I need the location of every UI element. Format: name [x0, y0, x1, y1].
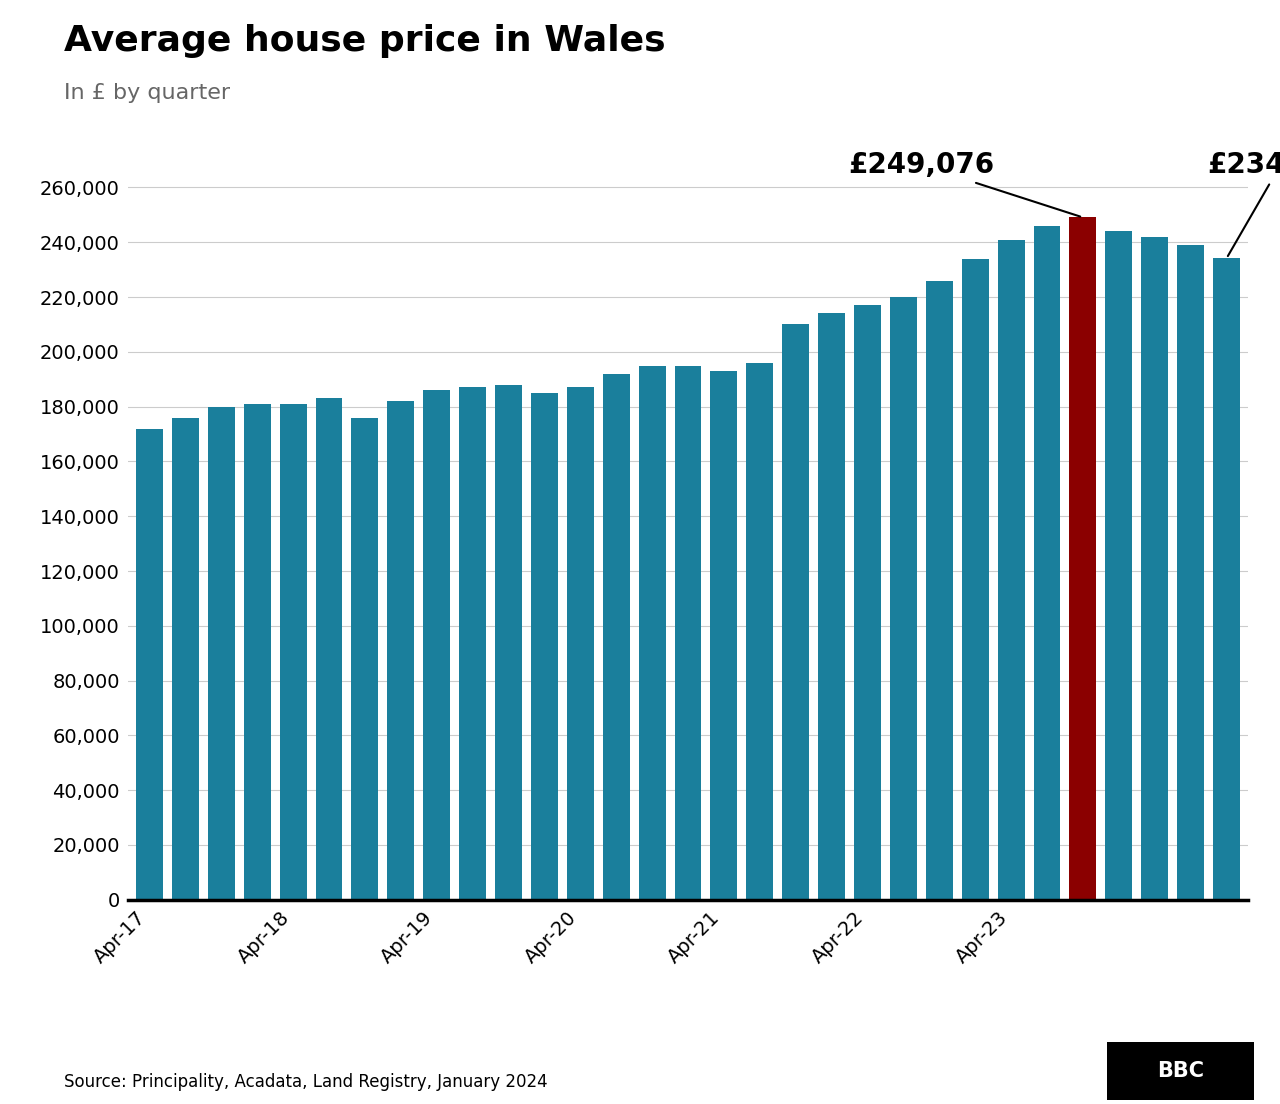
- Bar: [710, 371, 737, 900]
- Bar: [746, 363, 773, 900]
- Bar: [460, 388, 486, 900]
- Bar: [207, 406, 234, 900]
- Bar: [316, 399, 343, 900]
- Text: BBC: BBC: [1157, 1061, 1204, 1081]
- Bar: [531, 393, 558, 900]
- Bar: [925, 280, 952, 900]
- Bar: [172, 417, 198, 900]
- Bar: [1033, 226, 1060, 900]
- Text: £249,076: £249,076: [849, 151, 1080, 216]
- Bar: [1142, 236, 1169, 900]
- Bar: [890, 297, 916, 900]
- Bar: [1106, 232, 1133, 900]
- Bar: [675, 365, 701, 900]
- Bar: [1213, 258, 1240, 900]
- Text: Source: Principality, Acadata, Land Registry, January 2024: Source: Principality, Acadata, Land Regi…: [64, 1073, 548, 1091]
- Bar: [567, 388, 594, 900]
- Bar: [136, 428, 163, 900]
- Bar: [782, 325, 809, 900]
- Bar: [1178, 245, 1204, 900]
- Text: £234,086: £234,086: [1207, 151, 1280, 256]
- Bar: [424, 390, 451, 900]
- Bar: [961, 258, 988, 900]
- Bar: [603, 374, 630, 900]
- Bar: [818, 314, 845, 900]
- Bar: [352, 417, 379, 900]
- Bar: [388, 401, 415, 900]
- Bar: [1069, 217, 1097, 900]
- Bar: [997, 240, 1024, 900]
- Text: In £ by quarter: In £ by quarter: [64, 83, 230, 103]
- Bar: [639, 365, 666, 900]
- Bar: [854, 306, 881, 900]
- Text: Average house price in Wales: Average house price in Wales: [64, 24, 666, 59]
- Bar: [495, 384, 522, 900]
- Bar: [243, 404, 270, 900]
- Bar: [279, 404, 307, 900]
